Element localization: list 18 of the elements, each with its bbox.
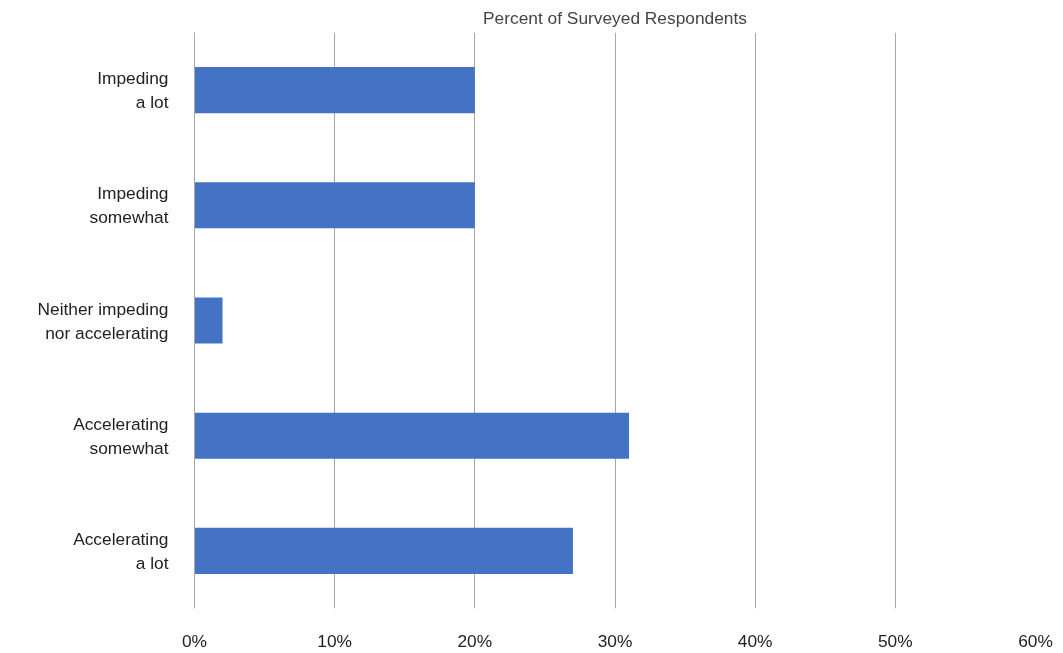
x-tick-label: 50% bbox=[877, 630, 913, 651]
bar bbox=[194, 67, 475, 114]
bar bbox=[194, 297, 223, 344]
y-tick-label: Neither impeding nor accelerating bbox=[37, 298, 169, 343]
x-tick-label: 30% bbox=[597, 630, 633, 651]
x-tick-label: 20% bbox=[457, 630, 493, 651]
bar bbox=[194, 527, 573, 574]
x-tick-label: 40% bbox=[737, 630, 773, 651]
y-tick-label: Impeding somewhat bbox=[89, 183, 169, 228]
chart-title: Percent of Surveyed Respondents bbox=[483, 7, 748, 28]
bar bbox=[194, 182, 475, 229]
y-tick-label: Impeding a lot bbox=[97, 68, 169, 113]
x-tick-label: 60% bbox=[1018, 630, 1053, 651]
x-tick-label: 0% bbox=[181, 630, 208, 651]
y-tick-label: Accelerating somewhat bbox=[73, 413, 169, 458]
bar bbox=[194, 412, 630, 459]
y-tick-label: Accelerating a lot bbox=[73, 528, 169, 573]
x-tick-label: 10% bbox=[317, 630, 353, 651]
